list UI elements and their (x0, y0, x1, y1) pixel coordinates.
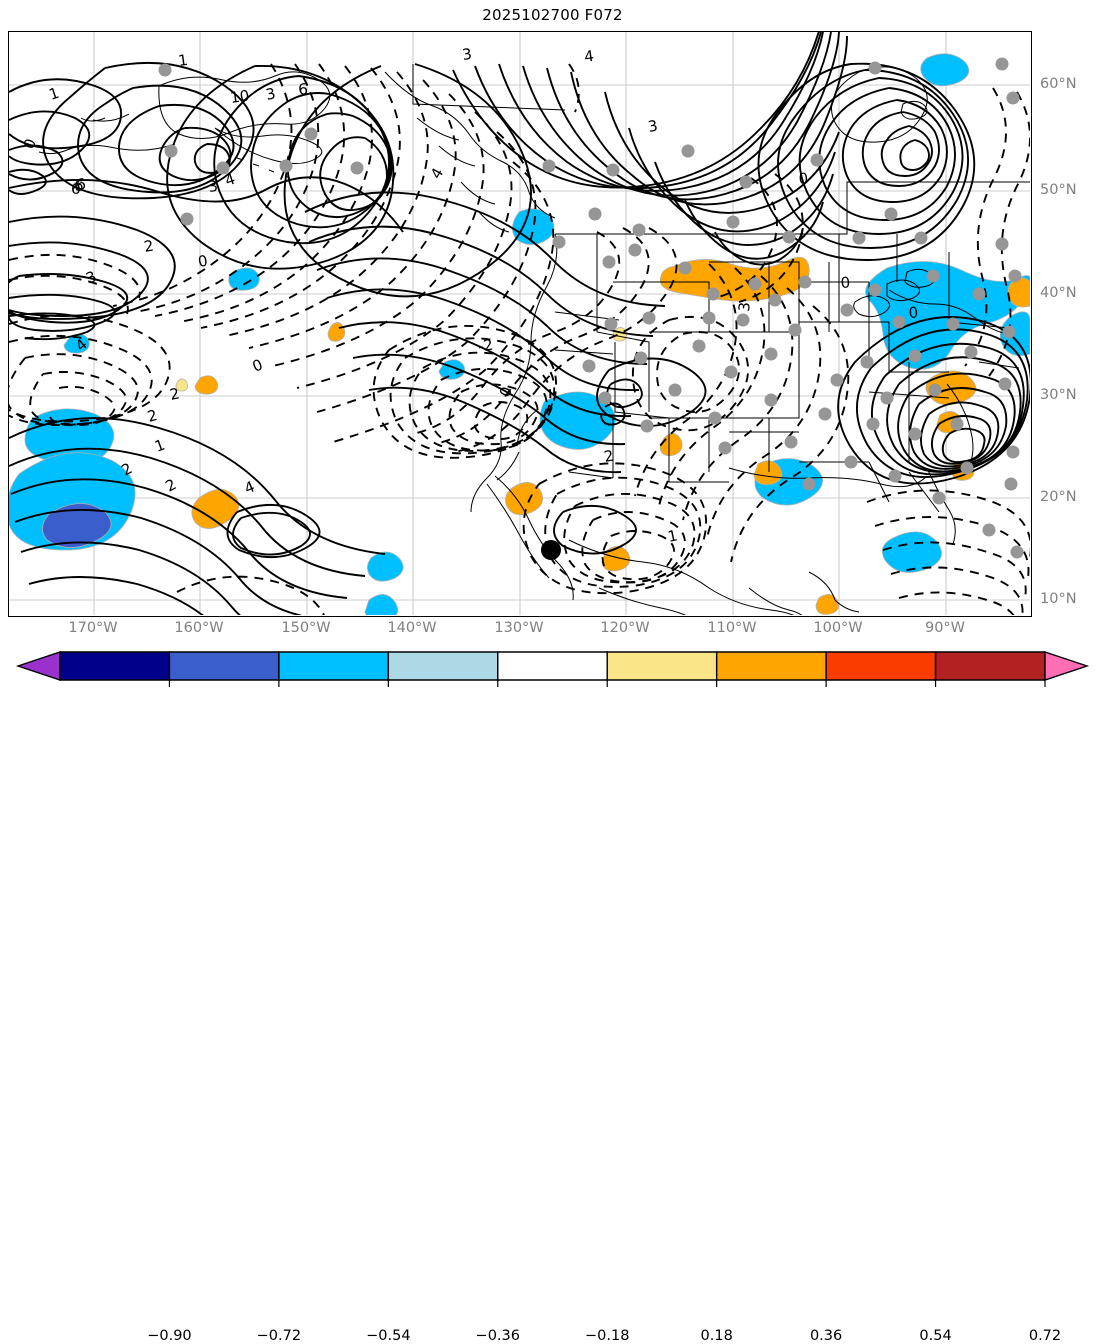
negative-contours (9, 63, 1030, 615)
svg-text:0: 0 (798, 169, 809, 188)
colorbar-segment (278, 651, 390, 681)
colorbar: −0.90 −0.72 −0.54 −0.36 −0.18 0.18 0.36 0.54 0.7… (0, 648, 1105, 1344)
colorbar-tick-label: 0.54 (919, 1328, 952, 1344)
svg-text:3: 3 (647, 117, 660, 136)
lon-label-110w: 110°W (707, 620, 757, 636)
colorbar-tick-label: 0.72 (1028, 1328, 1062, 1344)
colorbar-tick-label: 0.18 (700, 1328, 733, 1344)
svg-text:-2: -2 (477, 336, 495, 356)
svg-text:3: 3 (264, 84, 277, 104)
anomaly-shading (9, 53, 1030, 615)
svg-text:3: 3 (461, 45, 473, 64)
lon-label-90w: 90°W (924, 620, 966, 636)
colorbar-segment (168, 651, 280, 681)
coastlines (38, 64, 1030, 615)
lat-label-50n: 50°N (1040, 182, 1077, 198)
center-marker-dot (541, 540, 561, 560)
svg-text:6: 6 (297, 80, 309, 99)
colorbar-segment (497, 651, 608, 681)
svg-text:1: 1 (666, 526, 679, 546)
svg-text:2: 2 (145, 406, 159, 426)
svg-text:6: 6 (75, 175, 87, 194)
svg-text:10: 10 (229, 86, 250, 106)
svg-text:0: 0 (197, 252, 210, 271)
lon-label-170w: 170°W (68, 620, 118, 636)
lat-label-20n: 20°N (1040, 489, 1077, 505)
lon-label-120w: 120°W (600, 620, 650, 636)
lat-label-10n: 10°N (1040, 591, 1077, 607)
svg-text:3: 3 (735, 301, 754, 312)
svg-text:2: 2 (168, 384, 181, 404)
lon-label-140w: 140°W (387, 620, 437, 636)
colorbar-segment (15, 651, 61, 681)
page-title: 2025102700 F072 (482, 6, 623, 24)
svg-text:0: 0 (908, 303, 919, 322)
colorbar-tick-label: −0.36 (475, 1328, 520, 1344)
positive-contours (9, 32, 1030, 615)
svg-text:3: 3 (207, 177, 219, 196)
map-plot-area: 1 0 6 3 4 6 10 6 6 2 0 3 4 2 1 2 2 4 0 3 (8, 31, 1032, 617)
colorbar-tick-label: −0.90 (147, 1328, 192, 1344)
colorbar-tick-label: −0.54 (366, 1328, 411, 1344)
svg-text:2: 2 (603, 447, 616, 466)
map-canvas: 1 0 6 3 4 6 10 6 6 2 0 3 4 2 1 2 2 4 0 3 (9, 32, 1030, 615)
lon-label-160w: 160°W (174, 620, 224, 636)
lat-label-40n: 40°N (1040, 285, 1077, 301)
svg-text:6: 6 (74, 177, 84, 195)
colorbar-svg (15, 651, 1090, 687)
lat-label-60n: 60°N (1040, 76, 1077, 92)
colorbar-tick-label: 0.36 (809, 1328, 843, 1344)
colorbar-segment (59, 651, 171, 681)
colorbar-tick-label: −0.18 (585, 1328, 630, 1344)
station-dots (158, 57, 1024, 559)
lon-label-150w: 150°W (281, 620, 331, 636)
svg-text:2: 2 (143, 237, 156, 256)
svg-text:4: 4 (583, 47, 595, 66)
colorbar-segment (825, 651, 937, 681)
svg-text:0: 0 (840, 273, 851, 292)
colorbar-tick-label: −0.72 (256, 1328, 302, 1344)
lon-label-130w: 130°W (494, 620, 544, 636)
colorbar-segment (1044, 651, 1090, 681)
lon-label-100w: 100°W (813, 620, 863, 636)
colorbar-segment (715, 651, 827, 681)
svg-text:1: 1 (177, 51, 189, 70)
colorbar-segment (606, 651, 718, 681)
svg-text:6: 6 (71, 180, 81, 198)
lat-label-30n: 30°N (1040, 387, 1077, 403)
colorbar-segment (387, 651, 499, 681)
colorbar-segment (934, 651, 1046, 681)
